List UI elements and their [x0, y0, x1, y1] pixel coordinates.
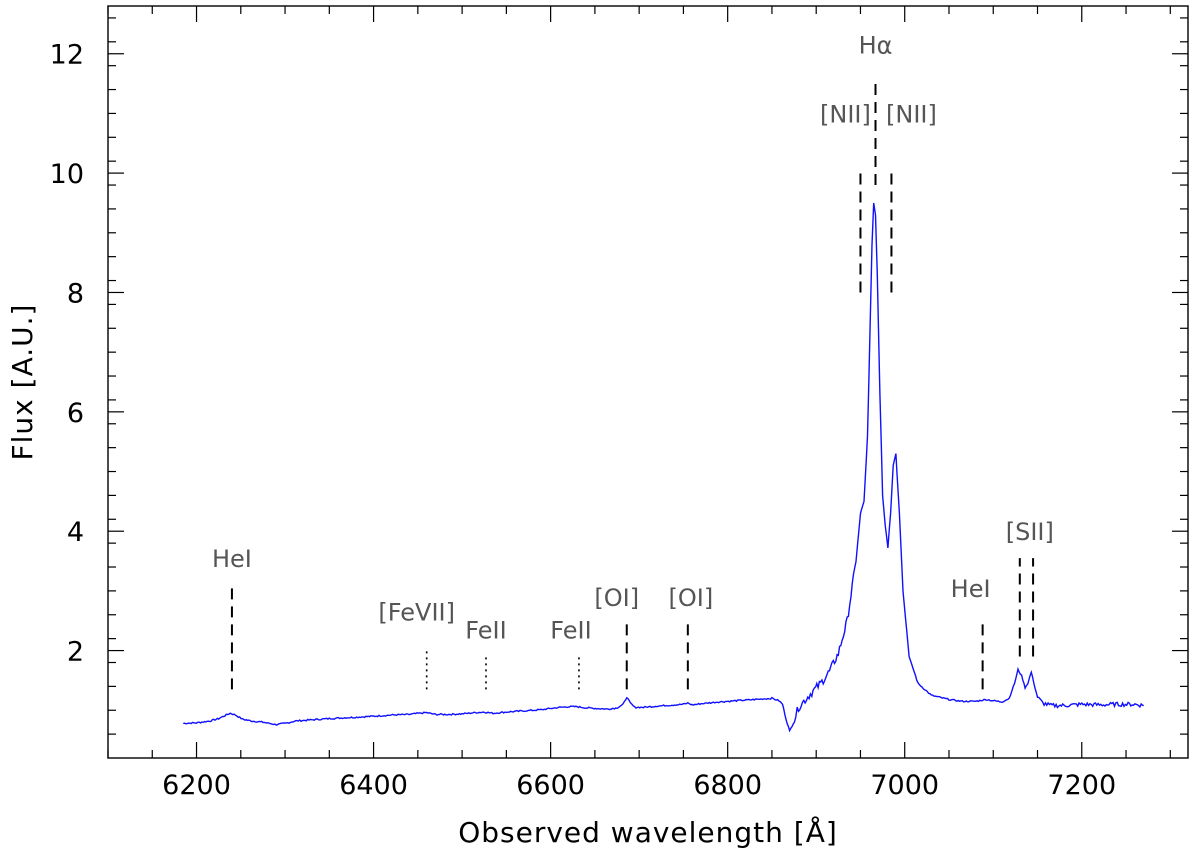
y-tick-label: 6 [67, 398, 84, 429]
major-ticks [108, 6, 1188, 758]
y-tick-labels: 2 4 6 8 10 12 [50, 40, 84, 668]
x-tick-label: 6800 [693, 770, 762, 801]
x-tick-labels: 6200 6400 6600 6800 7000 7200 [162, 770, 1116, 801]
line-label: [FeVII] [378, 599, 455, 627]
y-tick-label: 8 [67, 278, 84, 309]
y-tick-label: 4 [67, 517, 84, 548]
x-tick-label: 6400 [339, 770, 408, 801]
line-label: [NII] [886, 100, 937, 128]
line-label: HeI [951, 575, 991, 603]
minor-ticks [107, 6, 1188, 758]
plot-frame [107, 5, 1189, 759]
line-label: [SII] [1006, 518, 1054, 546]
x-tick-label: 6600 [516, 770, 585, 801]
y-tick-label: 10 [50, 159, 84, 190]
line-labels: HeI[FeVII]FeII FeII[OI] [OI][NII]Hα[NII]He… [212, 32, 1054, 645]
x-axis-title: Observed wavelength [Å] [458, 815, 838, 849]
spectrum-line [183, 202, 1144, 733]
line-label: HeI [212, 545, 252, 573]
x-tick-label: 7200 [1047, 770, 1116, 801]
x-tick-label: 7000 [870, 770, 939, 801]
line-label: FeII [550, 617, 591, 645]
y-tick-label: 12 [50, 40, 84, 71]
x-tick-label: 6200 [162, 770, 231, 801]
y-axis-title: Flux [A.U.] [6, 304, 39, 461]
line-label: [OI] [594, 584, 639, 612]
y-tick-label: 2 [67, 637, 84, 668]
line-label: FeII [465, 617, 506, 645]
line-label: Hα [859, 32, 893, 60]
line-label: [OI] [668, 584, 713, 612]
line-markers [230, 80, 1035, 690]
line-label: [NII] [820, 100, 871, 128]
